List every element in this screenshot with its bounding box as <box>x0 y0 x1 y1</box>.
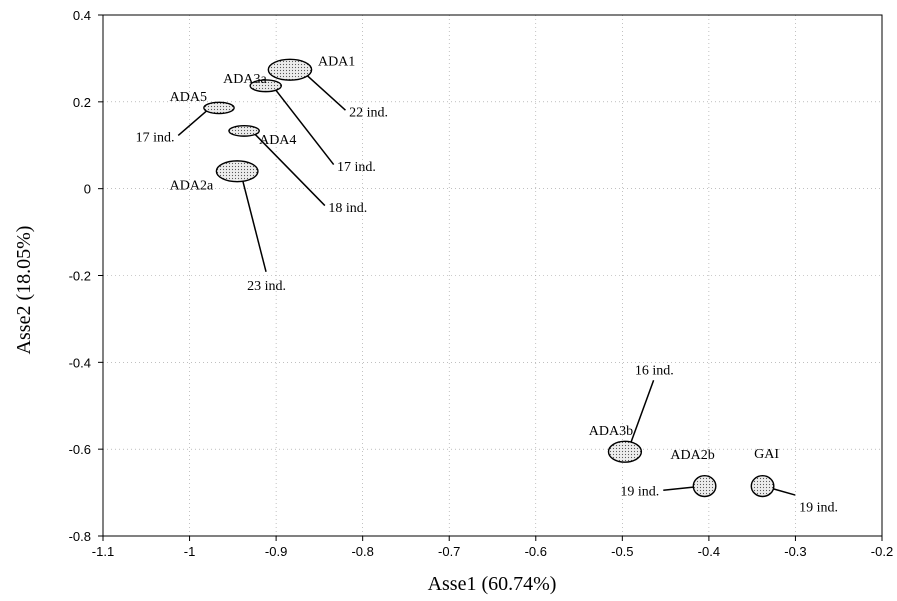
x-tick-label: -0.3 <box>784 544 806 559</box>
group-label: ADA3b <box>589 424 633 439</box>
count-label: 19 ind. <box>620 484 659 499</box>
x-tick-label: -0.4 <box>698 544 720 559</box>
x-axis-title: Asse1 (60.74%) <box>428 573 557 595</box>
count-label: 18 ind. <box>328 201 367 216</box>
marker-layer <box>203 58 775 498</box>
leader-line <box>306 75 346 111</box>
y-tick-label: -0.4 <box>69 355 91 370</box>
count-label: 17 ind. <box>337 160 376 175</box>
x-tick-label: -0.7 <box>438 544 460 559</box>
y-tick-label: 0.2 <box>73 95 91 110</box>
group-ellipse-ada1 <box>267 58 313 81</box>
group-label: ADA4 <box>259 133 296 148</box>
y-tick-label: 0.4 <box>73 8 91 23</box>
leader-line <box>663 486 694 491</box>
leader-layer <box>177 75 796 496</box>
group-ellipse-ada5 <box>203 101 235 115</box>
label-layer: ADA1 22 ind. ADA3a 17 ind. ADA5 17 ind. ADA4 18… <box>136 55 838 516</box>
leader-line <box>177 110 207 137</box>
y-tick-label: -0.8 <box>69 529 91 544</box>
leader-line <box>275 89 335 166</box>
x-tick-label: -0.9 <box>265 544 287 559</box>
group-ellipse-ada3b <box>607 440 643 463</box>
leader-line <box>630 379 655 443</box>
count-label: 16 ind. <box>635 363 674 378</box>
x-tick-label: -1.1 <box>92 544 114 559</box>
group-label: ADA2a <box>170 178 214 193</box>
group-label: ADA5 <box>170 90 207 105</box>
group-ellipse-ada4 <box>228 125 260 137</box>
count-label: 17 ind. <box>136 131 175 146</box>
group-label: ADA3a <box>223 72 267 87</box>
y-axis-title: Asse2 (18.05%) <box>13 226 35 355</box>
leader-line <box>242 181 267 273</box>
y-tick-label: -0.6 <box>69 442 91 457</box>
group-ellipse-ada2b <box>692 474 717 498</box>
group-ellipse-gai <box>750 474 775 498</box>
tick-layer: -1.1 -1 -0.9 -0.8 -0.7 -0.6 -0.5 -0.4 -0.3 -0.2 0.… <box>69 8 894 559</box>
plot-frame <box>102 14 883 537</box>
grid-layer <box>103 15 882 536</box>
leader-line <box>254 133 326 207</box>
x-tick-label: -0.5 <box>611 544 633 559</box>
leader-line <box>773 488 796 496</box>
x-tick-label: -0.8 <box>351 544 373 559</box>
group-label: GAI <box>754 447 779 462</box>
count-label: 22 ind. <box>349 105 388 120</box>
count-label: 23 ind. <box>247 279 286 294</box>
group-label: ADA2b <box>670 448 714 463</box>
count-label: 19 ind. <box>799 501 838 516</box>
group-ellipse-ada2a <box>215 160 259 183</box>
group-ellipse-ada3a <box>249 79 283 93</box>
group-label: ADA1 <box>318 55 355 70</box>
x-tick-label: -0.2 <box>871 544 893 559</box>
y-tick-label: 0 <box>84 182 91 197</box>
x-tick-label: -0.6 <box>525 544 547 559</box>
y-tick-label: -0.2 <box>69 269 91 284</box>
x-tick-label: -1 <box>184 544 196 559</box>
